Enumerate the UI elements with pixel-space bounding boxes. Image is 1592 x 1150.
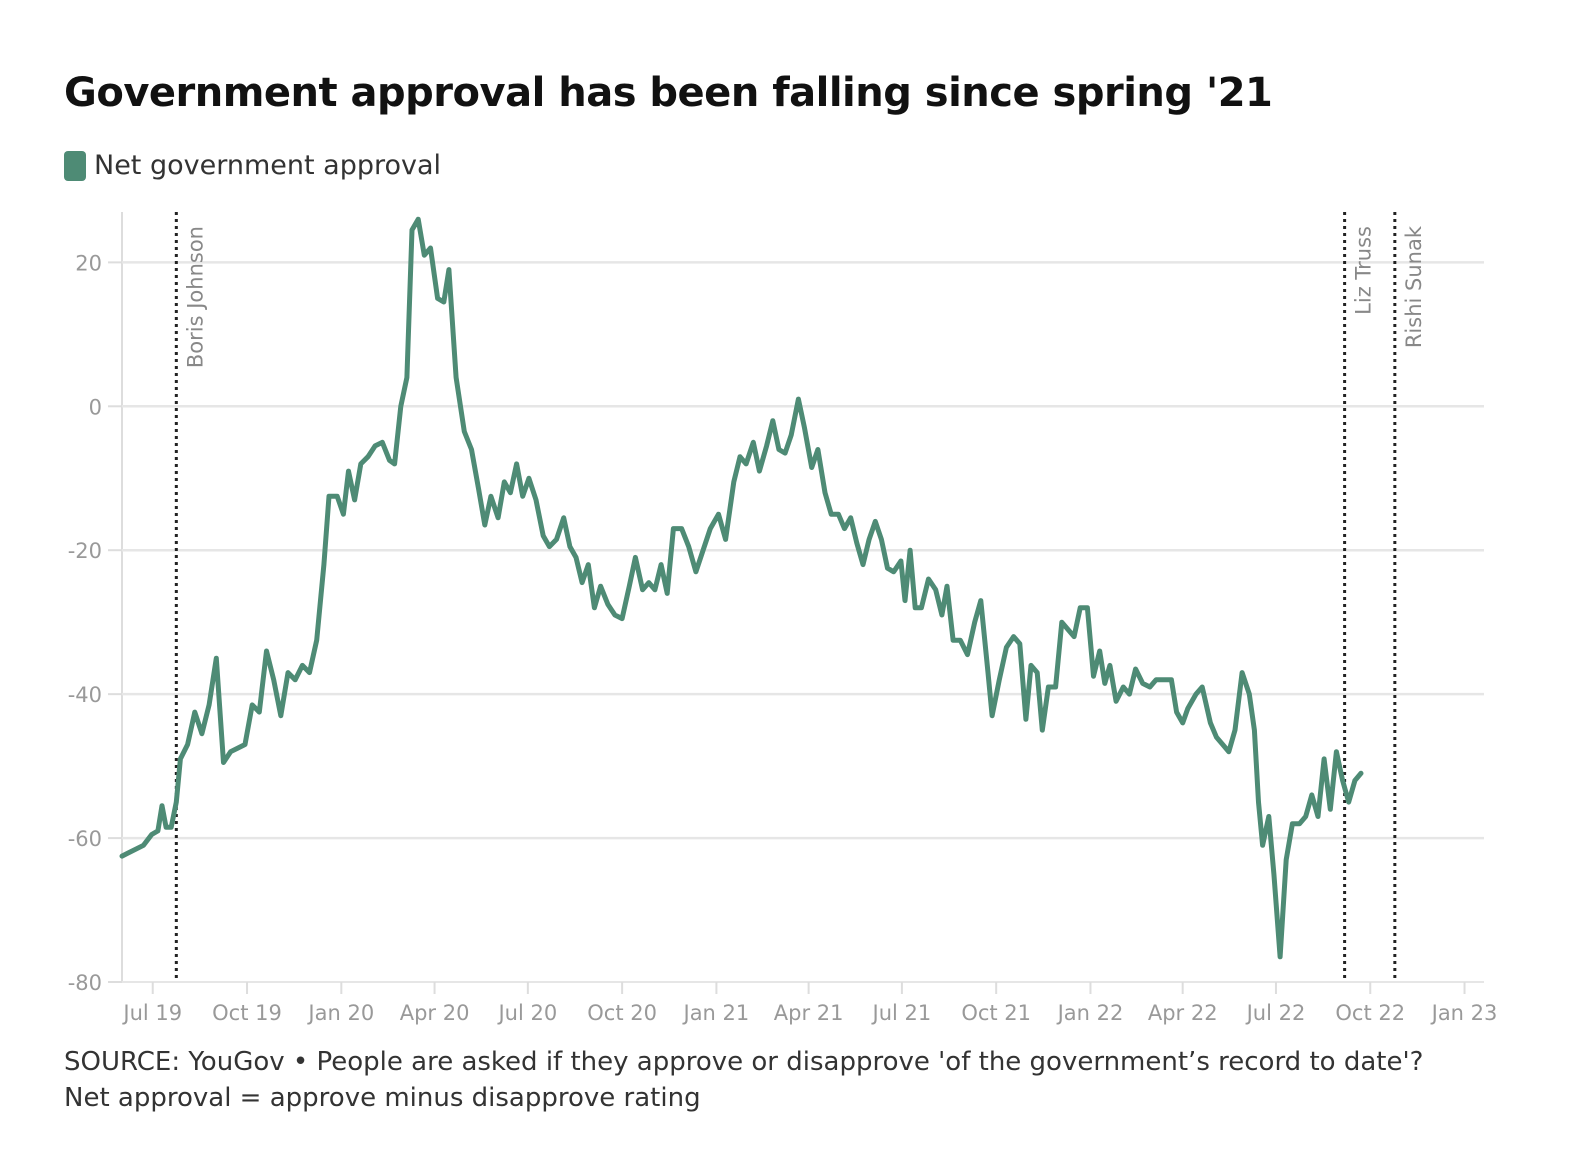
annotation-label: Boris Johnson	[183, 226, 207, 368]
x-tick-label: Jul 20	[496, 1001, 557, 1025]
y-tick-label: 20	[75, 251, 102, 275]
x-tick-label: Apr 20	[400, 1001, 470, 1025]
source-line-1: SOURCE: YouGov • People are asked if the…	[64, 1047, 1424, 1077]
x-tick-label: Apr 21	[774, 1001, 844, 1025]
x-tick-label: Oct 20	[587, 1001, 657, 1025]
x-tick-label: Jan 22	[1056, 1001, 1124, 1025]
data-series	[119, 216, 1364, 960]
x-tick-label: Jan 21	[682, 1001, 750, 1025]
x-tick-label: Jan 23	[1430, 1001, 1498, 1025]
x-tick-label: Oct 19	[212, 1001, 282, 1025]
annotation-label: Liz Truss	[1352, 226, 1376, 315]
legend-label: Net government approval	[94, 150, 442, 181]
gridlines	[108, 212, 1484, 983]
y-tick-label: -60	[68, 827, 102, 851]
chart-title: Government approval has been falling sin…	[64, 70, 1273, 116]
source-note: SOURCE: YouGov • People are asked if the…	[64, 1044, 1423, 1116]
y-tick-label: -80	[68, 971, 102, 995]
annotation-label: Rishi Sunak	[1402, 225, 1426, 348]
series-line	[119, 216, 1364, 960]
y-axis-labels: 20 0 -20 -40 -60 -80	[68, 251, 102, 995]
y-tick-label: -40	[68, 683, 102, 707]
x-tick-label: Oct 22	[1335, 1001, 1405, 1025]
x-axis: Jul 19 Oct 19 Jan 20 Apr 20 Jul 20 Oct 20 Jan …	[121, 982, 1497, 1025]
y-tick-label: -20	[68, 539, 102, 563]
legend-swatch	[64, 150, 86, 181]
x-tick-label: Jul 19	[121, 1001, 182, 1025]
x-tick-label: Oct 21	[961, 1001, 1031, 1025]
x-tick-label: Jan 20	[306, 1001, 374, 1025]
x-tick-label: Apr 22	[1148, 1001, 1218, 1025]
legend: Net government approval	[64, 150, 441, 181]
source-line-2: Net approval = approve minus disapprove …	[64, 1083, 701, 1113]
annotation-lines: Boris Johnson Liz Truss Rishi Sunak	[174, 212, 1426, 982]
x-tick-label: Jul 21	[871, 1001, 932, 1025]
line-chart: 20 0 -20 -40 -60 -80 Jul 19 Oct 19 Jan 20 Apr 20…	[68, 212, 1497, 1025]
x-tick-label: Jul 22	[1245, 1001, 1306, 1025]
y-tick-label: 0	[89, 395, 102, 419]
